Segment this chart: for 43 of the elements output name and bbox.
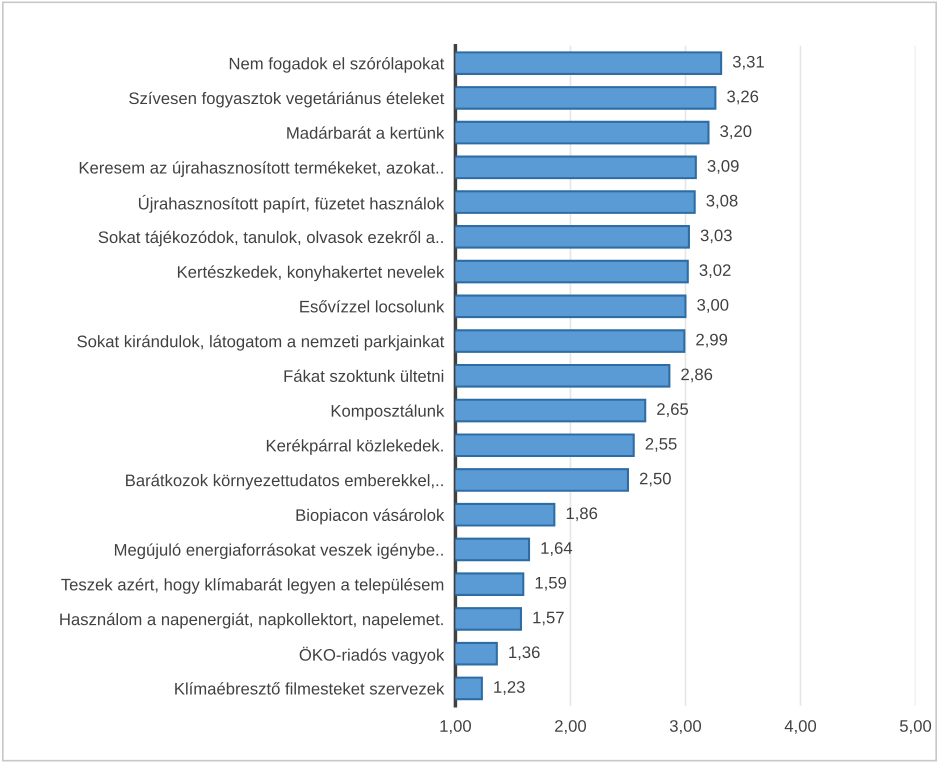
y-tick-label: Sokat kirándulok, látogatom a nemzeti parkjainkat (77, 334, 444, 351)
y-tick-label: Esővízzel locsolunk (300, 300, 444, 313)
data-label: 3,20 (720, 125, 752, 140)
y-tick-label: ÖKO-riadós vagyok (300, 646, 444, 664)
x-tick-label: 2,00 (555, 720, 586, 734)
data-label: 2,65 (657, 403, 688, 417)
data-label: 2,86 (681, 368, 712, 382)
y-tick-label: Megújuló energiaforrásokat veszek igénybe.. (114, 543, 443, 560)
y-tick-label: Szívesen fogyasztok vegetáriánus ételeket (129, 92, 444, 108)
x-tick-label: 4,00 (784, 720, 816, 734)
data-label: 2,99 (696, 334, 728, 348)
data-label: 1,23 (494, 681, 525, 695)
data-label: 3,02 (700, 264, 730, 278)
y-tick-label: Keresem az újrahasznosított termékeket, azokat.. (80, 161, 443, 177)
y-tick-label: Biopiacon vásárolok (296, 508, 444, 524)
data-label: 1,57 (533, 612, 564, 626)
y-tick-label: Teszek azért, hogy klímabarát legyen a településem (61, 578, 444, 594)
data-label: 3,31 (732, 56, 764, 70)
data-label: 1,36 (509, 646, 540, 660)
data-label: 1,64 (541, 542, 572, 556)
y-tick-label: Komposztálunk (332, 404, 444, 420)
y-tick-label: Fákat szoktunk ültetni (284, 370, 444, 382)
data-label: 3,03 (700, 230, 732, 244)
x-tick-label: 3,00 (670, 720, 702, 734)
y-tick-label: Használom a napenergiát, napkollektort, napelemet. (60, 612, 443, 629)
x-tick-label: 5,00 (900, 720, 932, 734)
y-tick-label: Kerékpárral közlekedek. (266, 439, 443, 455)
y-tick-label: Klímaébresztő filmesteket szervezek (175, 682, 444, 695)
y-tick-label: Sokat tájékozódok, tanulok, olvasok ezekről a.. (98, 230, 443, 246)
data-label: 3,09 (708, 160, 739, 174)
data-label: 2,50 (640, 472, 671, 486)
data-label: 1,86 (566, 507, 598, 522)
y-tick-label: Nem fogadok el szórólapokat (230, 57, 444, 73)
data-label: 1,59 (536, 576, 566, 591)
x-tick-label: 1,00 (440, 720, 471, 734)
data-label: 3,00 (697, 298, 728, 313)
data-label: 2,55 (646, 438, 677, 452)
data-label: 3,08 (706, 194, 738, 209)
y-tick-label: Madárbarát a kertünk (287, 126, 444, 139)
data-label: 3,26 (727, 90, 758, 104)
y-tick-label: Kertészkedek, konyhakertet nevelek (178, 265, 444, 282)
y-tick-label: Újrahasznosított papírt, füzetet használok (138, 194, 444, 213)
y-tick-label: Barátkozok környezettudatos emberekkel,.. (126, 474, 443, 490)
